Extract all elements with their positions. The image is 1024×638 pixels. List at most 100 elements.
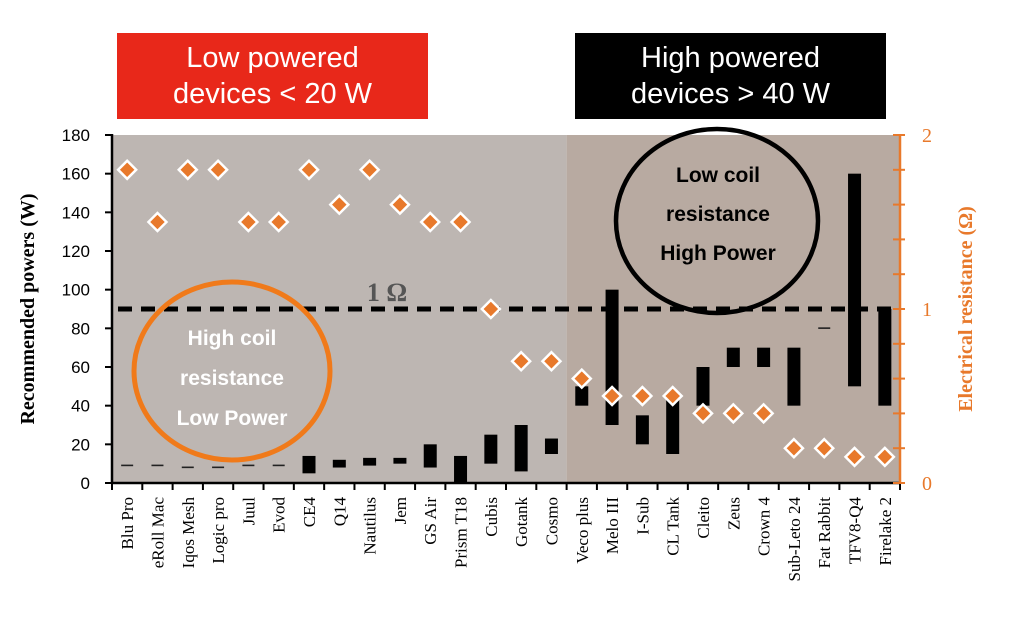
x-tick-label: CL Tank — [664, 497, 683, 556]
resistance-marker-eRoll Mac — [146, 211, 169, 233]
x-tick-label: Melo III — [603, 497, 622, 554]
high-annotation-text: High Power — [660, 242, 776, 265]
resistance-marker-GS Air — [419, 211, 441, 233]
power-bar-Sub-Leto 24 — [787, 347, 801, 406]
x-tick-label: Fat Rabbit — [815, 497, 834, 569]
x-tick-label: Logic pro — [209, 497, 228, 564]
power-bar-I-Sub — [635, 415, 649, 445]
y2-tick-label: 1 — [922, 299, 932, 321]
low-annotation-text: Low Power — [177, 407, 288, 430]
x-tick-label: Cosmo — [542, 497, 561, 545]
resistance-marker-Cleito — [692, 402, 714, 425]
resistance-marker-Jem — [389, 193, 411, 216]
y-tick-label: 80 — [71, 319, 90, 338]
power-bar-Evod — [272, 464, 285, 467]
power-bar-Fat Rabbit — [818, 327, 831, 329]
y2-tick-label: 0 — [922, 473, 932, 495]
resistance-marker-Evod — [267, 211, 290, 233]
resistance-marker-Zeus — [722, 402, 745, 425]
y-tick-label: 20 — [71, 435, 90, 454]
x-tick-label: Evod — [270, 497, 289, 533]
x-tick-label: eRoll Mac — [148, 497, 167, 569]
power-bar-Blu Pro — [121, 464, 134, 467]
power-bar-CL Tank — [666, 396, 680, 454]
power-bar-Cosmo — [544, 438, 558, 454]
power-bar-eRoll Mac — [151, 464, 164, 467]
power-bar-CE4 — [302, 455, 316, 474]
power-bar-Logic pro — [212, 466, 225, 469]
x-tick-label: Zeus — [724, 497, 743, 530]
x-tick-label: Juul — [239, 497, 258, 526]
power-bar-Jem — [393, 457, 407, 464]
power-bar-Q14 — [332, 459, 346, 468]
power-bar-Crown 4 — [757, 347, 771, 367]
resistance-marker-Gotank — [510, 350, 532, 372]
low-annotation-text: resistance — [180, 367, 284, 390]
x-tick-label: CE4 — [300, 497, 319, 528]
y2-tick-label: 2 — [922, 125, 932, 147]
resistance-marker-Nautilus — [358, 159, 381, 181]
resistance-marker-CE4 — [298, 159, 320, 181]
y-tick-label: 0 — [81, 474, 90, 493]
x-tick-label: Prism T18 — [452, 497, 471, 568]
y-tick-label: 100 — [62, 281, 90, 300]
x-tick-label: Veco plus — [573, 497, 592, 564]
reference-line-label: 1 Ω — [367, 278, 407, 307]
resistance-marker-Cosmo — [540, 350, 563, 372]
resistance-marker-Melo III — [601, 385, 623, 407]
y-tick-label: 120 — [62, 242, 90, 261]
power-bar-Iqos Mesh — [181, 466, 194, 469]
power-bar-Cubis — [484, 434, 498, 464]
resistance-marker-Logic pro — [207, 159, 229, 181]
resistance-marker-Crown 4 — [752, 402, 775, 425]
x-tick-label: GS Air — [421, 497, 440, 545]
resistance-marker-CL Tank — [661, 385, 684, 407]
resistance-marker-Sub-Leto 24 — [783, 437, 805, 459]
y-axis-title: Recommended powers (W) — [17, 193, 39, 424]
x-tick-label: Jem — [391, 497, 410, 524]
power-bar-TFV8-Q4 — [848, 173, 862, 387]
low-power-banner-text: Low powered devices < 20 W — [172, 42, 373, 110]
x-tick-label: Sub-Leto 24 — [785, 497, 804, 582]
y2-axis-title: Electrical resistance (Ω) — [955, 206, 977, 412]
resistance-marker-Iqos Mesh — [177, 159, 199, 181]
power-bar-Veco plus — [575, 386, 589, 406]
low-annotation-ellipse — [131, 279, 333, 463]
power-bar-Nautilus — [363, 457, 377, 466]
x-tick-label: Firelake 2 — [876, 497, 895, 565]
y-tick-label: 60 — [71, 358, 90, 377]
high-power-banner-text: High powered devices > 40 W — [630, 42, 831, 110]
low-annotation-text: High coil — [188, 327, 277, 350]
x-tick-label: Iqos Mesh — [179, 497, 198, 569]
resistance-marker-Firelake 2 — [874, 446, 896, 468]
x-tick-label: Cleito — [694, 497, 713, 539]
resistance-marker-Cubis — [480, 298, 502, 320]
resistance-marker-Fat Rabbit — [813, 437, 835, 459]
x-tick-label: Cubis — [482, 497, 501, 537]
high-annotation-text: resistance — [666, 203, 770, 226]
resistance-marker-Blu Pro — [116, 159, 138, 181]
y-tick-label: 40 — [71, 397, 90, 416]
x-tick-label: Gotank — [512, 497, 531, 548]
power-bar-Zeus — [726, 347, 740, 367]
resistance-marker-Prism T18 — [449, 211, 472, 233]
y-tick-label: 180 — [62, 126, 90, 145]
resistance-marker-Veco plus — [571, 367, 593, 390]
high-power-banner: High powered devices > 40 W — [575, 33, 886, 119]
x-tick-label: I-Sub — [633, 497, 652, 535]
low-power-banner: Low powered devices < 20 W — [117, 33, 428, 119]
x-tick-label: Crown 4 — [755, 497, 774, 557]
resistance-marker-I-Sub — [631, 385, 654, 407]
power-bar-Firelake 2 — [878, 309, 892, 406]
power-bar-Gotank — [514, 425, 528, 472]
x-tick-label: Q14 — [330, 497, 349, 527]
y-tick-label: 140 — [62, 203, 90, 222]
x-tick-label: TFV8-Q4 — [846, 497, 865, 565]
power-bar-Cleito — [696, 367, 710, 406]
x-tick-label: Nautilus — [361, 497, 380, 555]
x-tick-label: Blu Pro — [118, 497, 137, 549]
power-bar-Juul — [242, 464, 255, 467]
resistance-marker-TFV8-Q4 — [843, 446, 866, 468]
high-annotation-circle — [613, 126, 821, 316]
